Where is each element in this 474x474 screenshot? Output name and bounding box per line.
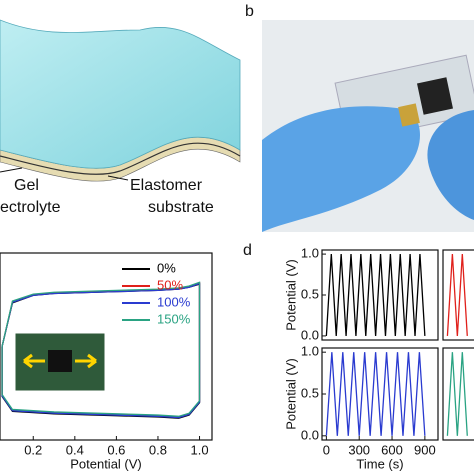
y-axis-label: Potential (V) [283, 259, 298, 331]
y-tick-label: 0.5 [301, 385, 319, 400]
plot-area [325, 254, 426, 336]
plot-frame [442, 347, 474, 441]
plot-area [446, 352, 468, 436]
y-tick-label: 1.0 [301, 246, 319, 261]
annotation: Gel [14, 177, 39, 194]
inset-photo [14, 332, 106, 392]
y-axis-label: Potential (V) [283, 358, 298, 430]
x-tick-label: 900 [414, 442, 436, 457]
legend-label: 50% [157, 277, 183, 292]
x-axis-label: Time (s) [356, 456, 403, 471]
y-tick-label: 0.0 [301, 427, 319, 442]
data-line [325, 254, 426, 336]
x-tick-label: 0 [323, 442, 330, 457]
data-line [1, 282, 201, 419]
data-line [446, 254, 468, 336]
panel-label: b [245, 3, 254, 20]
legend-label: 0% [157, 260, 176, 275]
annotation: Elastomer [130, 177, 203, 194]
device-illustration [0, 19, 241, 182]
plot-area [1, 281, 201, 419]
x-tick-label: 1.0 [190, 442, 208, 457]
y-tick-label: 1.0 [301, 344, 319, 359]
x-tick-label: 0.2 [24, 442, 42, 457]
plot-frame [0, 252, 213, 441]
annotation: substrate [148, 199, 214, 216]
photo [262, 20, 474, 232]
y-tick-label: 0.5 [301, 286, 319, 301]
plot-area [325, 352, 426, 436]
annotation: ectrolyte [0, 199, 61, 216]
x-axis-label: Potential (V) [70, 456, 142, 471]
x-tick-label: 300 [348, 442, 370, 457]
legend-label: 100% [157, 294, 191, 309]
data-line [446, 352, 468, 436]
x-tick-label: 0.4 [66, 442, 84, 457]
x-tick-label: 0.6 [107, 442, 125, 457]
data-line [1, 281, 201, 417]
y-tick-label: 0.0 [301, 327, 319, 342]
data-line [325, 352, 426, 436]
x-tick-label: 0.8 [149, 442, 167, 457]
plot-area [446, 254, 468, 336]
panel-label: d [243, 242, 252, 259]
x-tick-label: 600 [381, 442, 403, 457]
legend-label: 150% [157, 311, 191, 326]
plot-frame [442, 249, 474, 341]
